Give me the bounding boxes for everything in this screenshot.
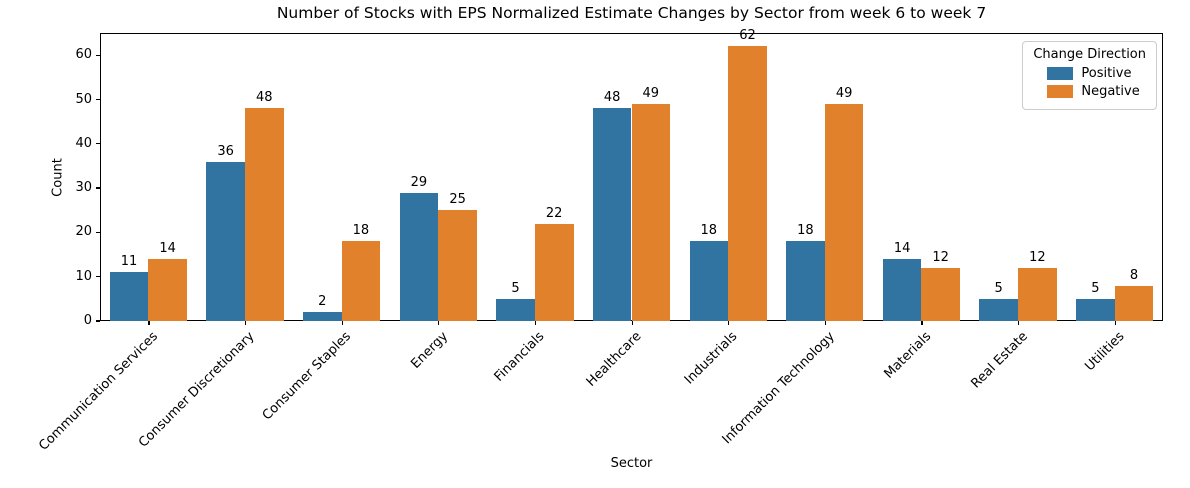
bar-negative [148,259,187,321]
x-axis-label: Sector [610,456,653,471]
legend-swatch-positive [1047,67,1074,80]
x-tick-label: Industrials [682,329,741,388]
y-tick-mark [96,98,100,101]
chart-title: Number of Stocks with EPS Normalized Est… [276,4,987,22]
legend-entries: Positive Negative [1033,66,1146,99]
bar-negative [245,108,284,321]
bar-positive [592,108,632,321]
bar-value-label: 18 [700,223,718,239]
y-tick-label: 50 [75,91,92,107]
x-tick-label: Materials [881,329,934,382]
y-tick-label: 60 [75,47,92,63]
legend-entry-positive: Positive [1047,66,1146,81]
x-tick-label: Consumer Staples [259,329,355,424]
bar-negative [631,103,671,321]
bar-value-label: 12 [1029,249,1046,265]
bar-positive [496,298,535,321]
y-tick-mark [96,54,100,56]
x-tick-mark [728,321,730,325]
bar-positive [399,192,439,321]
bar-negative [1114,285,1154,321]
legend-entry-negative: Negative [1047,84,1146,99]
x-tick-mark [534,321,537,325]
bar-negative [438,210,477,321]
bar-negative [1018,267,1057,321]
bar-positive [206,161,245,321]
x-tick-label: Real Estate [968,329,1031,392]
x-tick-mark [824,321,827,325]
x-tick-label: Healthcare [583,329,645,390]
bar-positive [302,312,342,321]
x-tick-label: Information Technology [719,329,838,448]
bar-value-label: 11 [120,254,138,270]
bar-value-label: 14 [893,241,911,256]
legend-swatch-negative [1047,85,1074,98]
bar-value-label: 29 [410,174,428,190]
bar-value-label: 18 [352,223,370,239]
y-tick-mark [96,231,100,233]
y-tick-label: 30 [75,180,92,196]
bar-value-label: 12 [932,249,949,265]
bar-value-label: 22 [545,205,563,221]
bar-positive [979,298,1019,321]
y-tick-mark [96,187,100,189]
x-tick-mark [245,321,247,325]
legend-label: Negative [1081,84,1140,99]
bar-value-label: 14 [159,241,176,256]
bar-value-label: 18 [797,223,814,239]
bar-value-label: 48 [256,90,273,106]
bar-value-label: 5 [511,280,520,296]
bar-positive [109,272,149,321]
x-tick-mark [631,321,633,325]
y-tick-mark [96,320,100,322]
y-tick-mark [96,143,100,145]
bar-negative [341,241,381,321]
legend-label: Positive [1081,66,1132,81]
bar-value-label: 2 [318,294,327,310]
bar-value-label: 5 [1091,280,1100,296]
x-tick-label: Financials [491,329,548,385]
legend-title: Change Direction [1033,47,1146,62]
bar-value-label: 49 [642,85,660,101]
x-tick-mark [1018,321,1020,325]
x-tick-mark [438,321,440,325]
y-tick-mark [96,276,100,278]
bar-positive [786,241,825,321]
bar-positive [882,259,922,321]
bar-positive [689,241,729,321]
bar-value-label: 62 [739,28,756,44]
x-tick-mark [148,321,150,325]
bar-value-label: 5 [994,280,1003,296]
x-tick-mark [921,321,923,325]
y-tick-label: 10 [75,268,92,284]
bar-negative [728,46,767,321]
y-tick-label: 0 [83,313,92,328]
bar-value-label: 8 [1129,267,1139,283]
x-tick-label: Utilities [1082,329,1128,375]
bar-value-label: 36 [217,143,234,159]
bar-positive [1076,298,1115,321]
x-tick-mark [341,321,343,325]
bars-layer: 11 14 36 48 2 18 29 25 5 22 48 49 18 62 18 49 14 12 5 12 5 8 [100,28,1163,321]
bar-negative [921,267,961,321]
x-tick-label: Energy [408,329,451,372]
y-axis-label: Count [50,158,66,197]
x-tick-label: Consumer Discretionary [136,329,258,451]
y-tick-label: 40 [75,135,92,151]
legend: Change Direction Positive Negative [1022,41,1157,110]
bar-negative [824,103,864,321]
y-tick-label: 20 [75,224,92,240]
bar-negative [534,223,574,321]
bar-value-label: 49 [835,85,853,101]
bar-value-label: 48 [603,90,621,106]
x-tick-mark [1114,321,1116,325]
bar-value-label: 25 [449,192,466,208]
